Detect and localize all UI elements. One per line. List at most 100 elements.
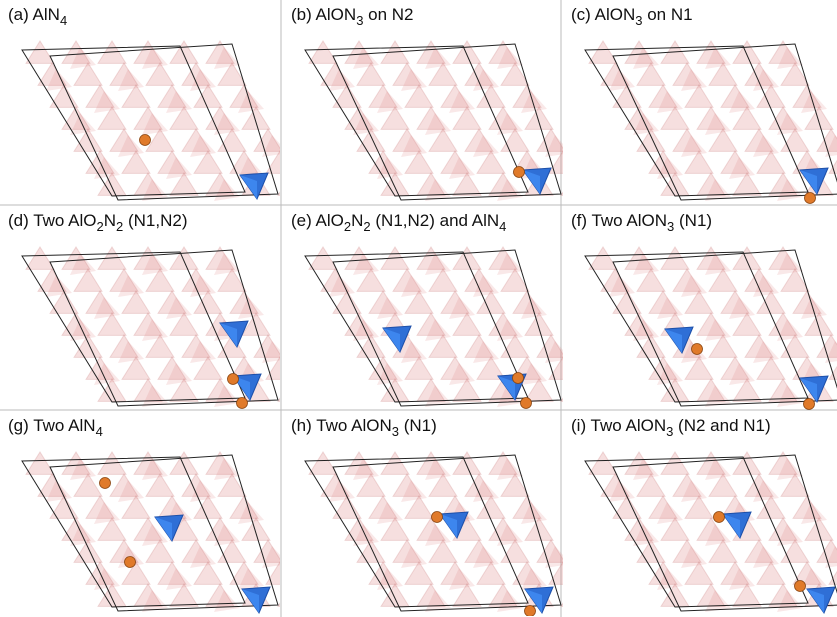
atom [125, 557, 136, 568]
label-text: (N1,N2) [123, 211, 187, 230]
subscript: 3 [356, 13, 363, 28]
polyhedron [453, 41, 481, 63]
label-text: (d) Two AlO [8, 211, 97, 230]
label-text: (i) Two AlON [571, 416, 666, 435]
atom [514, 167, 525, 178]
panel-label: (i) Two AlON3 (N2 and N1) [571, 416, 771, 439]
polyhedron [561, 379, 589, 401]
structure [305, 247, 595, 409]
atom [237, 398, 248, 409]
panel-label: (h) Two AlON3 (N1) [291, 416, 437, 439]
structure [585, 247, 837, 410]
atom [804, 399, 815, 410]
subscript: 2 [116, 219, 123, 234]
panel-label: (b) AlON3 on N2 [291, 5, 414, 28]
atom [714, 512, 725, 523]
subscript: 3 [635, 13, 642, 28]
atom [228, 374, 239, 385]
polyhedron [170, 41, 198, 63]
structure [22, 452, 312, 613]
figure: (a) AlN4(b) AlON3 on N2(c) AlON3 on N1(d… [0, 0, 837, 617]
polyhedron [278, 173, 306, 195]
polyhedron [278, 379, 306, 401]
label-text: on N1 [642, 5, 692, 24]
atom [432, 512, 443, 523]
panel-label: (f) Two AlON3 (N1) [571, 211, 712, 234]
polyhedron [309, 247, 337, 269]
structure [585, 41, 837, 204]
label-text: (e) AlO [291, 211, 344, 230]
subscript: 2 [363, 219, 370, 234]
subscript: 4 [499, 219, 506, 234]
polyhedron [453, 247, 481, 269]
atom [513, 373, 524, 384]
panel-label: (c) AlON3 on N1 [571, 5, 693, 28]
panel-label: (d) Two AlO2N2 (N1,N2) [8, 211, 187, 234]
polyhedron [569, 179, 595, 201]
subscript: 2 [97, 219, 104, 234]
polyhedron [733, 247, 761, 269]
polyhedron [453, 452, 481, 474]
panel: (g) Two AlN4 [8, 416, 312, 613]
atom [795, 581, 806, 592]
label-text: (g) Two AlN [8, 416, 96, 435]
polyhedron [561, 584, 589, 606]
panel: (b) AlON3 on N2 [291, 5, 595, 201]
label-text: (f) Two AlON [571, 211, 667, 230]
polyhedron [589, 41, 617, 63]
polyhedron [589, 247, 617, 269]
panel: (i) Two AlON3 (N2 and N1) [571, 416, 837, 613]
label-text: (N1) [399, 416, 437, 435]
polyhedron [733, 41, 761, 63]
polyhedron [569, 590, 595, 612]
polyhedron [170, 247, 198, 269]
polyhedron [589, 452, 617, 474]
polyhedron [26, 247, 54, 269]
panel: (a) AlN4 [8, 5, 312, 201]
polyhedron [286, 385, 312, 407]
polyhedron [278, 584, 306, 606]
subscript: 3 [392, 424, 399, 439]
label-text: N [351, 211, 363, 230]
atom [692, 344, 703, 355]
structure [305, 41, 595, 201]
subscript: 2 [344, 219, 351, 234]
structure [22, 41, 312, 201]
structure [22, 247, 312, 409]
label-text: (N2 and N1) [673, 416, 770, 435]
label-text: (b) AlON [291, 5, 356, 24]
label-text: (N1,N2) and AlN [371, 211, 500, 230]
atom [100, 478, 111, 489]
panel: (f) Two AlON3 (N1) [571, 211, 837, 410]
label-text: (h) Two AlON [291, 416, 392, 435]
panel: (c) AlON3 on N1 [571, 5, 837, 204]
polyhedron [569, 385, 595, 407]
polyhedron [309, 41, 337, 63]
panel-label: (e) AlO2N2 (N1,N2) and AlN4 [291, 211, 506, 234]
label-text: (N1) [674, 211, 712, 230]
panel-label: (a) AlN4 [8, 5, 67, 28]
polyhedron [26, 41, 54, 63]
label-text: (a) AlN [8, 5, 60, 24]
polyhedron [309, 452, 337, 474]
label-text: N [104, 211, 116, 230]
polyhedron [561, 173, 589, 195]
subscript: 4 [60, 13, 67, 28]
polyhedron [286, 179, 312, 201]
polyhedron [733, 452, 761, 474]
polyhedron [170, 452, 198, 474]
structure [305, 452, 595, 617]
subscript: 4 [96, 424, 103, 439]
structure [585, 452, 837, 613]
panel: (d) Two AlO2N2 (N1,N2) [8, 211, 312, 409]
polyhedron [26, 452, 54, 474]
atom [521, 398, 532, 409]
label-text: on N2 [363, 5, 413, 24]
atom [140, 135, 151, 146]
subscript: 3 [666, 424, 673, 439]
atom [805, 193, 816, 204]
subscript: 3 [667, 219, 674, 234]
panel-label: (g) Two AlN4 [8, 416, 103, 439]
panel: (h) Two AlON3 (N1) [291, 416, 595, 617]
polyhedron [286, 590, 312, 612]
